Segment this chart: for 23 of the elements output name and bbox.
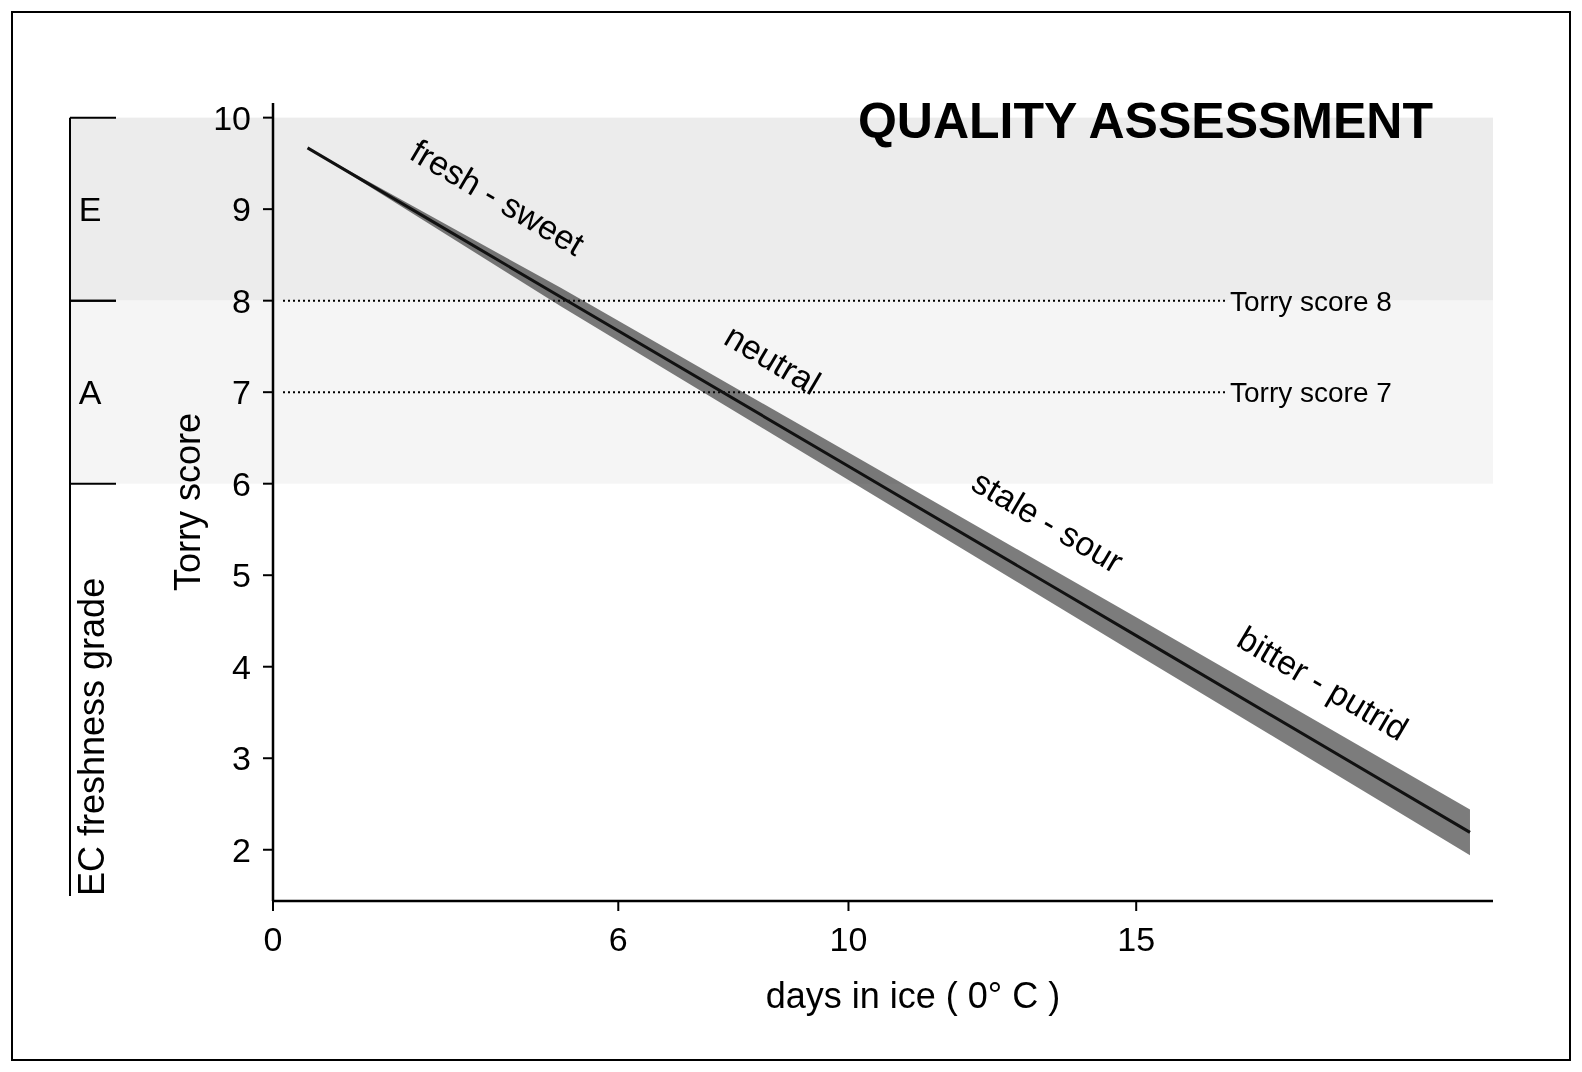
y-tick-label: 7: [232, 373, 251, 412]
y-tick-label: 4: [232, 647, 251, 686]
y-axis-title: Torry score: [167, 412, 208, 592]
x-tick-label: 15: [1117, 920, 1156, 958]
x-axis-title: days in ice ( 0° C ): [765, 975, 1061, 1016]
y-tick-label: 10: [213, 98, 251, 137]
y-tick-label: 5: [232, 556, 251, 595]
y-tick-label: 3: [232, 739, 251, 778]
chart-title: QUALITY ASSESSMENT: [857, 93, 1433, 149]
band-label: A: [78, 373, 102, 412]
y-tick-label: 6: [232, 464, 251, 503]
y-tick-label: 8: [232, 281, 251, 320]
x-tick-label: 6: [608, 920, 628, 958]
y2-axis-title: EC freshness grade: [71, 577, 112, 896]
x-tick-label: 0: [263, 920, 283, 958]
ref-line-label: Torry score 8: [1230, 285, 1392, 317]
x-tick-label: 10: [829, 920, 868, 958]
band-label: E: [78, 190, 102, 229]
y-tick-label: 9: [232, 190, 251, 229]
annotation: stale - sour: [965, 462, 1130, 581]
ref-line-label: Torry score 7: [1230, 377, 1392, 409]
annotation: bitter - putrid: [1231, 618, 1415, 748]
y-tick-label: 2: [232, 830, 251, 869]
